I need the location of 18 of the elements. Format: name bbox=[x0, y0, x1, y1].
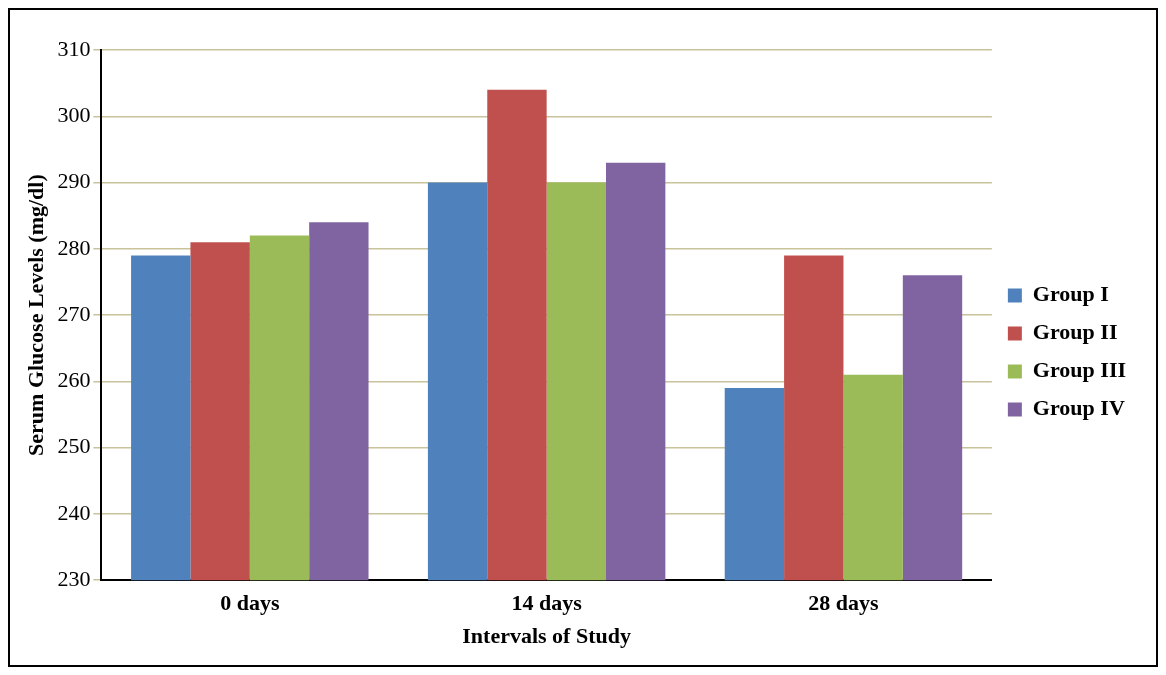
y-tick-label: 310 bbox=[57, 35, 91, 61]
x-axis-title: Intervals of Study bbox=[462, 623, 631, 649]
y-tick-label: 290 bbox=[57, 168, 91, 194]
y-tick-label: 300 bbox=[57, 102, 91, 128]
y-tick-label: 230 bbox=[57, 565, 91, 591]
legend-label: Group I bbox=[1032, 281, 1109, 307]
legend-label: Group II bbox=[1032, 319, 1118, 345]
legend-label: Group III bbox=[1032, 357, 1127, 383]
x-tick-label: 28 days bbox=[808, 590, 880, 616]
y-tick-label: 280 bbox=[57, 234, 91, 260]
y-axis-title: Serum Glucose Levels (mg/dl) bbox=[22, 174, 48, 456]
y-tick-label: 260 bbox=[57, 367, 91, 393]
legend-label: Group IV bbox=[1032, 395, 1125, 421]
x-tick-label: 14 days bbox=[511, 590, 583, 616]
y-tick-label: 250 bbox=[57, 433, 91, 459]
x-tick-label: 0 days bbox=[220, 590, 280, 616]
y-tick-label: 270 bbox=[57, 300, 91, 326]
y-tick-label: 240 bbox=[57, 499, 91, 525]
